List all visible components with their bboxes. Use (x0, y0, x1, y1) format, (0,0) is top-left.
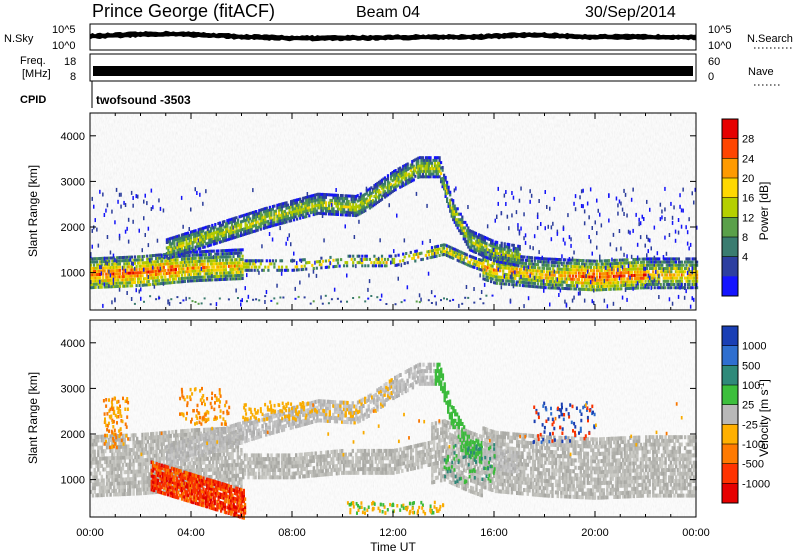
beam-label: Beam 04 (356, 4, 420, 21)
freq-band (93, 66, 693, 76)
colorbar-tick-label: 28 (742, 134, 754, 146)
freq-panel: Freq. [MHz] 18 8 60 0 Nave (20, 53, 780, 86)
colorbar-swatch (722, 158, 738, 179)
power-ylabel: Slant Range [km] (26, 165, 40, 257)
y-tick-label: 2000 (61, 222, 85, 234)
power-axis: 1000 2000 3000 4000 (61, 131, 696, 280)
power-cell (696, 263, 699, 267)
power-colorbar-label: Power [dB] (757, 182, 771, 241)
colorbar-tick-label: 24 (742, 153, 754, 165)
cpid-row: CPID twofsound -3503 (20, 81, 191, 108)
power-cell (696, 273, 699, 277)
date-label: 30/Sep/2014 (585, 4, 676, 21)
nsearch-tick-low: 10^0 (708, 40, 732, 52)
freq-tick-low: 8 (70, 71, 76, 83)
nsky-label: N.Sky (4, 33, 34, 45)
power-cell (696, 270, 699, 274)
colorbar-tick-label: 20 (742, 173, 754, 185)
colorbar-swatch (722, 119, 738, 140)
nsky-tick-low: 10^0 (52, 40, 76, 52)
power-grain (90, 113, 696, 310)
colorbar-tick-label: 8 (742, 232, 748, 244)
power-scatter (696, 282, 698, 287)
colorbar-tick-label: 12 (742, 212, 754, 224)
cpid-value: twofsound -3503 (96, 93, 191, 107)
nsearch-label: N.Search (747, 33, 793, 45)
colorbar-swatch (722, 256, 738, 277)
freq-label-2: [MHz] (22, 68, 51, 80)
nsky-panel: N.Sky 10^5 10^0 10^5 10^0 N.Search (4, 23, 794, 52)
colorbar-swatch (722, 276, 738, 297)
colorbar-tick-label: 16 (742, 193, 754, 205)
nave-tick-high: 60 (708, 56, 720, 68)
colorbar-tick-label: 4 (742, 252, 748, 264)
y-tick-label: 3000 (61, 176, 85, 188)
colorbar-swatch (722, 138, 738, 159)
freq-frame (89, 53, 697, 82)
cpid-label: CPID (20, 94, 46, 106)
power-cell (696, 279, 699, 283)
y-tick-label: 4000 (61, 131, 85, 143)
nave-tick-low: 0 (708, 71, 714, 83)
nave-label: Nave (748, 66, 774, 78)
power-cell (696, 276, 699, 280)
colorbar-swatch (722, 178, 738, 199)
colorbar-swatch (722, 237, 738, 258)
power-colorbar: 28 24 20 16 12 8 4 (721, 118, 754, 297)
nsearch-tick-high: 10^5 (708, 24, 732, 36)
nsky-tick-high: 10^5 (52, 24, 76, 36)
power-cell (696, 260, 699, 264)
y-tick-label: 1000 (61, 268, 85, 280)
freq-tick-high: 18 (64, 56, 76, 68)
colorbar-frame (721, 118, 739, 297)
power-cell (696, 286, 699, 290)
colorbar-swatch (722, 197, 738, 218)
nsky-trace (89, 30, 697, 42)
power-panel: 1000 2000 3000 4000 Slant Range [km] 28 24 20… (26, 112, 771, 311)
station-title: Prince George (fitACF) (92, 1, 275, 21)
colorbar-swatch (722, 217, 738, 238)
power-scatter (696, 225, 698, 230)
freq-label-1: Freq. (20, 55, 46, 67)
